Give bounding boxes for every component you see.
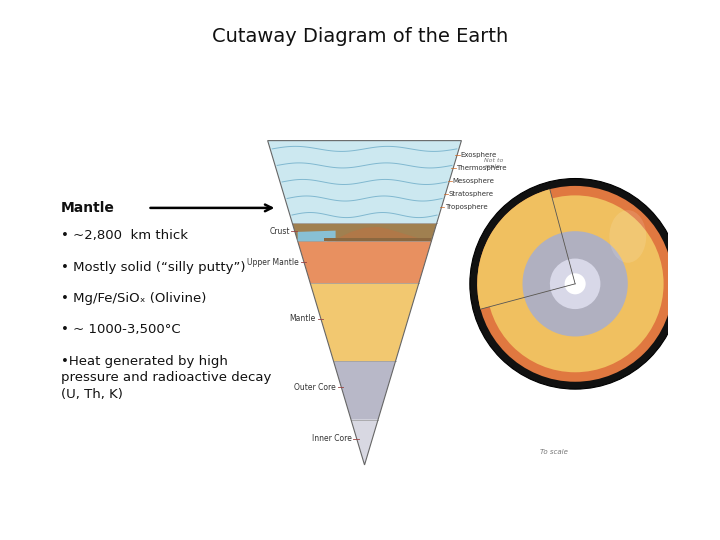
- Polygon shape: [333, 361, 395, 420]
- Circle shape: [523, 231, 628, 336]
- Polygon shape: [292, 224, 437, 241]
- Text: • ~2,800  km thick: • ~2,800 km thick: [61, 230, 188, 242]
- Text: Mantle: Mantle: [289, 314, 316, 323]
- Text: Crust: Crust: [269, 227, 289, 236]
- Polygon shape: [297, 241, 431, 284]
- Text: To scale: To scale: [540, 449, 568, 455]
- Polygon shape: [297, 231, 336, 241]
- Text: Stratosphere: Stratosphere: [449, 191, 494, 197]
- Polygon shape: [325, 238, 431, 241]
- Text: Cutaway Diagram of the Earth: Cutaway Diagram of the Earth: [212, 27, 508, 46]
- Text: •Heat generated by high
pressure and radioactive decay
(U, Th, K): •Heat generated by high pressure and rad…: [61, 355, 271, 401]
- Text: Upper Mantle: Upper Mantle: [247, 258, 299, 267]
- Text: Not to
scale: Not to scale: [485, 158, 504, 168]
- Circle shape: [550, 259, 600, 309]
- Circle shape: [564, 273, 585, 294]
- Wedge shape: [523, 233, 575, 298]
- Wedge shape: [550, 259, 575, 291]
- Circle shape: [470, 179, 680, 389]
- Text: Mesosphere: Mesosphere: [453, 178, 495, 184]
- Wedge shape: [477, 189, 575, 309]
- Text: Outer Core: Outer Core: [294, 383, 336, 391]
- Text: Troposphere: Troposphere: [445, 204, 487, 210]
- Circle shape: [477, 186, 673, 382]
- Text: • ~ 1000-3,500°C: • ~ 1000-3,500°C: [61, 323, 181, 336]
- Wedge shape: [564, 274, 575, 287]
- Text: Inner Core: Inner Core: [312, 435, 352, 443]
- Polygon shape: [310, 284, 419, 361]
- Ellipse shape: [609, 210, 647, 263]
- Text: Thermosphere: Thermosphere: [456, 165, 507, 171]
- Text: Exosphere: Exosphere: [460, 152, 497, 158]
- Polygon shape: [327, 227, 431, 241]
- Polygon shape: [268, 140, 462, 224]
- Text: • Mg/Fe/SiOₓ (Olivine): • Mg/Fe/SiOₓ (Olivine): [61, 292, 207, 305]
- Circle shape: [487, 195, 664, 372]
- Text: • Mostly solid (“silly putty”): • Mostly solid (“silly putty”): [61, 261, 246, 274]
- Text: Mantle: Mantle: [61, 201, 115, 215]
- Polygon shape: [351, 420, 378, 465]
